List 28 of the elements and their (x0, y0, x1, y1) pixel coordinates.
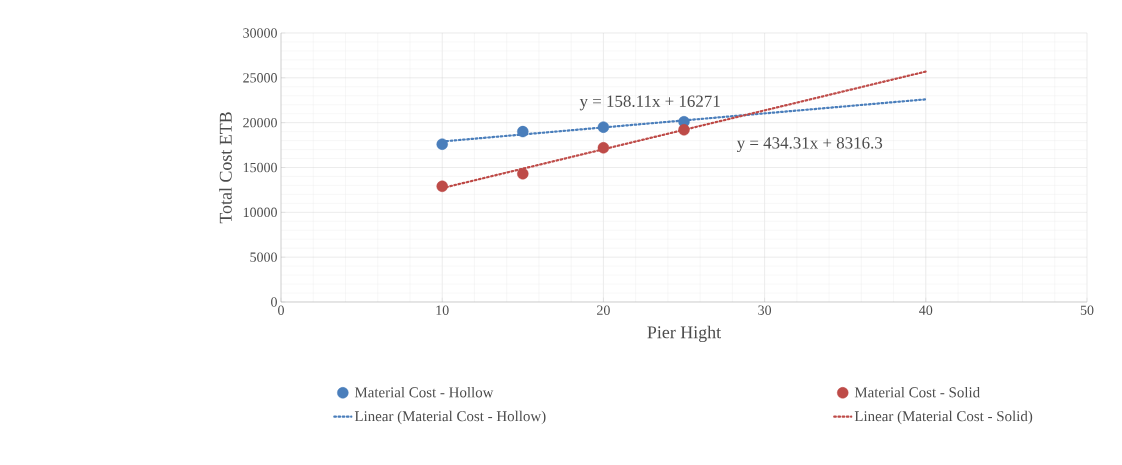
point (436, 138, 448, 150)
y-tick-label: 5000 (250, 252, 277, 262)
x-tick-label: 10 (436, 305, 449, 315)
point (597, 121, 610, 133)
legend-label: Material Cost - Solid (854, 386, 980, 398)
y-tick-label: 10000 (243, 207, 277, 218)
x-tick-label: 50 (1080, 305, 1094, 315)
annotation: y = 434.31x + 8316.3 (736, 137, 883, 153)
y-tick-label: 0 (271, 297, 277, 307)
x-tick-label: 40 (919, 305, 933, 315)
point (517, 168, 529, 180)
annotation: y = 158.11x + 16271 (579, 95, 720, 111)
y-axis-title: Total Cost ETB (219, 112, 232, 224)
x-axis-title: Pier Hight (647, 325, 721, 343)
y-tick-label: 20000 (243, 117, 277, 128)
legend-label: Linear (Material Cost - Hollow) (354, 410, 546, 425)
point (597, 142, 610, 154)
y-tick-label: 30000 (243, 28, 277, 38)
x-tick-label: 0 (278, 305, 284, 315)
legend-label: Material Cost - Hollow (354, 386, 494, 398)
x-tick-label: 30 (758, 305, 772, 315)
point (436, 180, 448, 193)
x-tick-label: 20 (597, 305, 610, 315)
y-tick-label: 15000 (243, 162, 277, 173)
legend-label: Linear (Material Cost - Solid) (854, 410, 1033, 425)
point (517, 125, 529, 138)
y-tick-label: 25000 (243, 73, 277, 83)
point (678, 124, 690, 136)
